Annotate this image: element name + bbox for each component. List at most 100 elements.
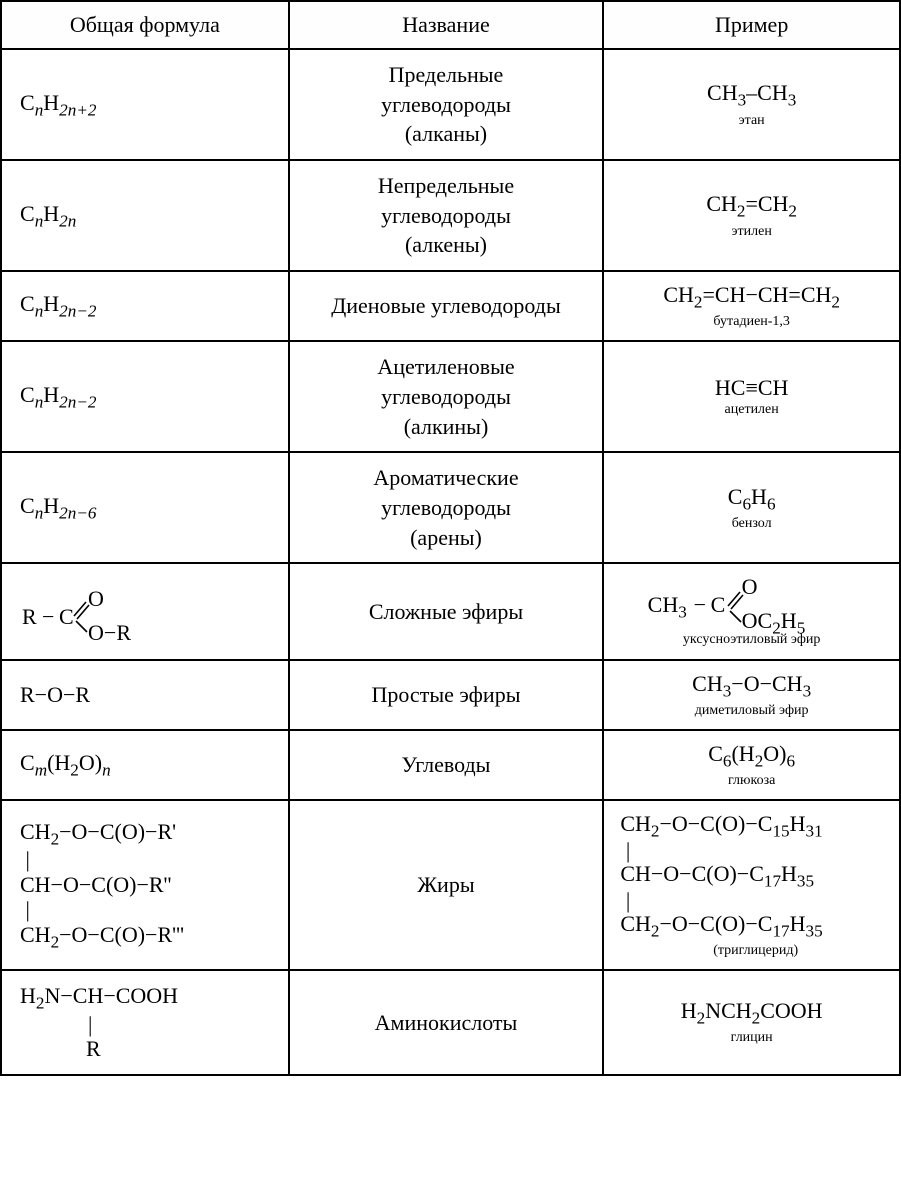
header-name: Название [289, 1, 604, 49]
example-caption: бутадиен-1,3 [612, 314, 891, 330]
table-row: Cm(H2O)n Углеводы C6(H2O)6 глюкоза [1, 730, 900, 800]
fat-bond: | [620, 841, 891, 861]
name-line: Диеновые углеводороды [331, 293, 561, 318]
formula-suffix: 2n [59, 211, 76, 230]
formula-suffix: 2n−6 [59, 504, 96, 523]
example-cell: C6H6 бензол [603, 452, 900, 563]
ester-r: R [22, 602, 37, 632]
example-caption: (триглицерид) [620, 943, 891, 959]
ester-example-structure: CH3 − C O OC2H5 [642, 574, 862, 630]
name-line: Ароматические [373, 465, 518, 490]
formula-cell: Cm(H2O)n [1, 730, 289, 800]
formula-suffix: 2n−2 [59, 302, 96, 321]
example-cell: HC≡CH ацетилен [603, 341, 900, 452]
table-row: CH2−O−C(O)−R' | CH−O−C(O)−R'' | CH2−O−C(… [1, 800, 900, 970]
fat-line: CH2−O−C(O)−R''' [20, 920, 280, 954]
name-line: углеводороды [381, 92, 511, 117]
fat-bond: | [20, 900, 280, 920]
page: Общая формула Название Пример CnH2n+2 Пр… [0, 0, 901, 1076]
example-caption: глюкоза [612, 773, 891, 789]
formula-cell: CnH2n−2 [1, 341, 289, 452]
formula-cell: CH2−O−C(O)−R' | CH−O−C(O)−R'' | CH2−O−C(… [1, 800, 289, 970]
example-caption: ацетилен [612, 402, 891, 418]
name-line: Жиры [417, 872, 474, 897]
example-cell: CH3 − C O OC2H5 уксусноэтиловый эфир [603, 563, 900, 659]
fat-line: CH2−O−C(O)−R' [20, 817, 280, 851]
name-cell: Непредельные углеводороды (алкены) [289, 160, 604, 271]
fat-ex-line: CH2−O−C(O)−C15H31 [620, 811, 891, 841]
table-header-row: Общая формула Название Пример [1, 1, 900, 49]
ex-ch3: CH3 [648, 592, 687, 622]
example-caption: этилен [612, 224, 891, 240]
name-line: (алканы) [405, 121, 487, 146]
example-caption: глицин [612, 1030, 891, 1046]
amino-bond: | [20, 1015, 178, 1035]
formula-cell: CnH2n [1, 160, 289, 271]
name-cell: Аминокислоты [289, 970, 604, 1075]
name-line: Ацетиленовые [377, 354, 514, 379]
table-row: H2N−CH−COOH | R Аминокислоты H2NCH2COOH … [1, 970, 900, 1075]
header-formula: Общая формула [1, 1, 289, 49]
ester-dash: − [42, 602, 54, 632]
table-row: CnH2n Непредельные углеводороды (алкены)… [1, 160, 900, 271]
example-cell: CH2−O−C(O)−C15H31 | CH−O−C(O)−C17H35 | C… [603, 800, 900, 970]
name-line: Аминокислоты [375, 1010, 518, 1035]
example-caption: диметиловый эфир [612, 703, 891, 719]
example-caption: этан [612, 113, 891, 129]
amino-r: R [20, 1034, 178, 1064]
fat-bond: | [620, 891, 891, 911]
fat-ex-line: CH2−O−C(O)−C17H35 [620, 911, 891, 941]
fat-bond: | [20, 850, 280, 870]
example-caption: бензол [612, 516, 891, 532]
formula-n: n [102, 760, 111, 779]
table-row: CnH2n+2 Предельные углеводороды (алканы)… [1, 49, 900, 160]
name-cell: Ароматические углеводороды (арены) [289, 452, 604, 563]
name-cell: Диеновые углеводороды [289, 271, 604, 341]
formula-cell: H2N−CH−COOH | R [1, 970, 289, 1075]
name-line: Непредельные [378, 173, 514, 198]
name-cell: Предельные углеводороды (алканы) [289, 49, 604, 160]
name-cell: Простые эфиры [289, 660, 604, 730]
name-line: (арены) [410, 525, 482, 550]
formula-suffix: 2n−2 [59, 392, 96, 411]
name-cell: Сложные эфиры [289, 563, 604, 659]
fat-line: CH−O−C(O)−R'' [20, 870, 280, 900]
amino-line: H2N−CH−COOH [20, 981, 178, 1015]
formula-cell: R − C O O−R [1, 563, 289, 659]
name-line: Предельные [389, 62, 504, 87]
header-example: Пример [603, 1, 900, 49]
ester-bonds [70, 590, 98, 635]
name-line: (алкины) [404, 414, 489, 439]
table-row: R − C O O−R Сложные эфиры CH3 [1, 563, 900, 659]
formula-cell: CnH2n−6 [1, 452, 289, 563]
formula-text: R−O−R [20, 682, 90, 707]
formula-suffix: 2n+2 [59, 100, 96, 119]
table-row: R−O−R Простые эфиры CH3−O−CH3 диметиловы… [1, 660, 900, 730]
formula-m: m [35, 760, 47, 779]
name-cell: Жиры [289, 800, 604, 970]
organic-classes-table: Общая формула Название Пример CnH2n+2 Пр… [0, 0, 901, 1076]
table-row: CnH2n−2 Диеновые углеводороды CH2=CH−CH=… [1, 271, 900, 341]
name-line: Простые эфиры [372, 682, 521, 707]
name-line: Углеводы [402, 752, 491, 777]
table-row: CnH2n−6 Ароматические углеводороды (арен… [1, 452, 900, 563]
fat-ex-line: CH−O−C(O)−C17H35 [620, 861, 891, 891]
amino-structure: H2N−CH−COOH | R [20, 981, 178, 1064]
name-line: углеводороды [381, 384, 511, 409]
example-cell: C6(H2O)6 глюкоза [603, 730, 900, 800]
formula-cell: CnH2n+2 [1, 49, 289, 160]
name-line: углеводороды [381, 203, 511, 228]
ex-dash: − [694, 592, 706, 617]
example-cell: CH3−O−CH3 диметиловый эфир [603, 660, 900, 730]
name-line: (алкены) [405, 232, 487, 257]
example-cell: CH2=CH−CH=CH2 бутадиен-1,3 [603, 271, 900, 341]
formula-cell: CnH2n−2 [1, 271, 289, 341]
example-cell: CH3–CH3 этан [603, 49, 900, 160]
formula-cell: R−O−R [1, 660, 289, 730]
name-line: углеводороды [381, 495, 511, 520]
name-line: Сложные эфиры [369, 599, 523, 624]
name-cell: Ацетиленовые углеводороды (алкины) [289, 341, 604, 452]
table-row: CnH2n−2 Ацетиленовые углеводороды (алкин… [1, 341, 900, 452]
example-cell: H2NCH2COOH глицин [603, 970, 900, 1075]
example-cell: CH2=CH2 этилен [603, 160, 900, 271]
